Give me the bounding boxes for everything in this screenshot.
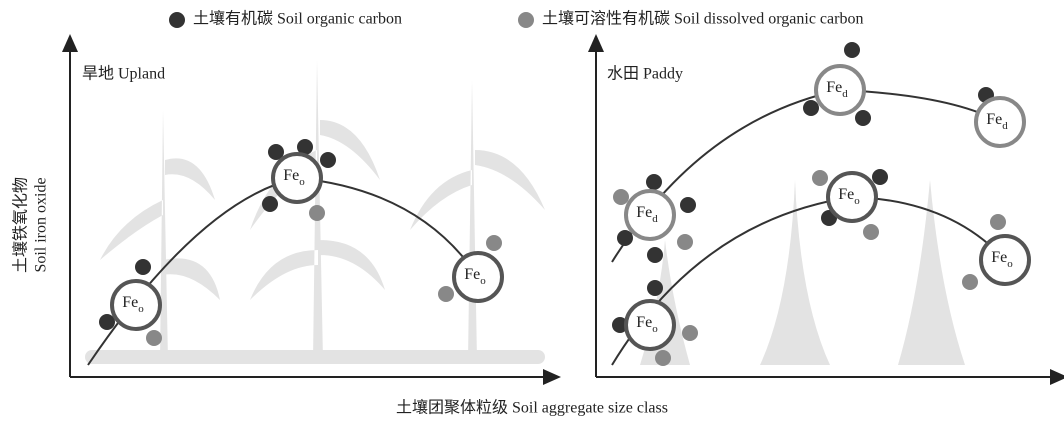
node-label-main: Fe [636,204,652,221]
node-label-sub: o [299,176,305,188]
node-label-main: Fe [122,294,138,311]
carbon-dot [655,350,671,366]
legend-label: 土壤可溶性有机碳 Soil dissolved organic carbon [542,9,863,28]
legend-marker [518,12,534,28]
carbon-dot [262,196,278,212]
carbon-dot [146,330,162,346]
node-label-sub: o [138,303,144,315]
node-label-sub: o [854,195,860,207]
node-label-main: Fe [986,111,1002,128]
panel-title: 水田 Paddy [607,65,683,83]
carbon-dot [990,214,1006,230]
carbon-dot [99,314,115,330]
node-label-sub: d [1002,120,1008,132]
panel-title: 旱地 Upland [82,65,165,83]
y-axis-label: Soil iron oxide [33,177,50,272]
carbon-dot [677,234,693,250]
node-label-main: Fe [636,314,652,331]
diagram: 土壤有机碳 Soil organic carbon 土壤可溶性有机碳 Soil … [0,0,1064,421]
node-label-sub: o [480,275,486,287]
carbon-dot [438,286,454,302]
node-label-main: Fe [464,266,480,283]
carbon-dot [812,170,828,186]
carbon-dot [803,100,819,116]
carbon-dot [309,205,325,221]
carbon-dot [844,42,860,58]
carbon-dot [872,169,888,185]
carbon-dot [647,247,663,263]
carbon-dot [320,152,336,168]
node-label-main: Fe [283,167,299,184]
legend-marker [169,12,185,28]
carbon-dot [962,274,978,290]
node-label-sub: d [842,88,848,100]
node-label-sub: o [1007,258,1013,270]
node-label-sub: o [652,323,658,335]
node-label-main: Fe [991,249,1007,266]
node-label-sub: d [652,213,658,225]
carbon-dot [680,197,696,213]
carbon-dot [617,230,633,246]
node-label-main: Fe [826,79,842,96]
carbon-dot [647,280,663,296]
carbon-dot [682,325,698,341]
carbon-dot [646,174,662,190]
carbon-dot [613,189,629,205]
y-axis-label: 土壤铁氧化物 [11,177,30,273]
x-axis-label: 土壤团聚体粒级 Soil aggregate size class [396,398,668,417]
carbon-dot [486,235,502,251]
carbon-dot [135,259,151,275]
node-label-main: Fe [838,186,854,203]
carbon-dot [863,224,879,240]
legend-label: 土壤有机碳 Soil organic carbon [193,9,402,28]
carbon-dot [855,110,871,126]
